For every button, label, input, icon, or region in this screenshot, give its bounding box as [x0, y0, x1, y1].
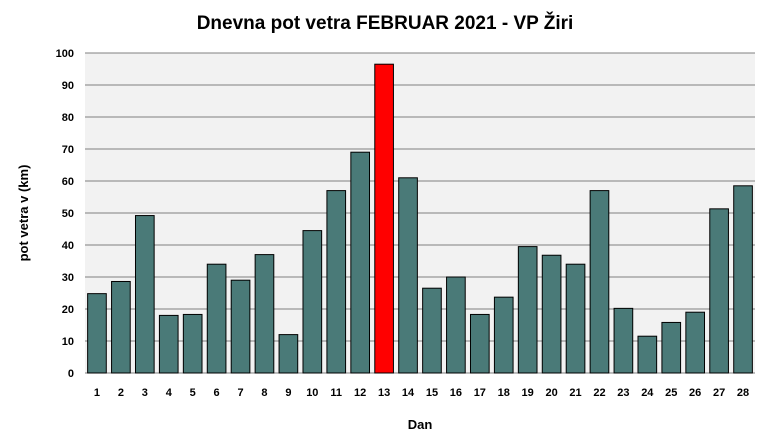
bar-day-12 — [350, 151, 371, 374]
bar-day-17 — [469, 313, 490, 374]
x-tick-label: 27 — [713, 387, 725, 399]
x-tick-label: 21 — [569, 387, 581, 399]
x-tick-label: 12 — [354, 387, 366, 399]
x-tick-label: 14 — [402, 387, 415, 399]
x-tick-label: 19 — [522, 387, 534, 399]
x-tick-label: 8 — [261, 387, 267, 399]
y-axis-label: pot vetra v (km) — [16, 165, 31, 262]
x-tick-label: 16 — [450, 387, 462, 399]
bar-day-7 — [230, 279, 251, 374]
x-tick-label: 1 — [94, 387, 100, 399]
bar-day-8 — [254, 254, 275, 374]
bar-day-1 — [87, 293, 107, 374]
bar-day-23 — [613, 307, 634, 374]
x-tick-label: 5 — [190, 387, 196, 399]
x-tick-label: 22 — [593, 387, 605, 399]
bar-day-27 — [709, 208, 729, 374]
bar-day-26 — [685, 311, 706, 374]
x-tick-label: 6 — [214, 387, 220, 399]
y-tick-label: 80 — [62, 112, 74, 124]
x-tick-label: 25 — [665, 387, 677, 399]
bars — [87, 63, 753, 374]
bar-day-16 — [446, 276, 466, 374]
x-tick-labels: 1 2 3 4 5 6 7 8 9 10 11 12 13 14 15 16 17 18 19 20 21 22 23 24 2… — [94, 387, 749, 399]
x-tick-label: 24 — [641, 387, 654, 399]
bar-day-10 — [302, 230, 323, 374]
x-tick-label: 13 — [378, 387, 390, 399]
gridlines — [85, 52, 755, 374]
y-tick-label: 20 — [62, 304, 74, 316]
bar-day-18 — [493, 296, 514, 374]
x-tick-label: 2 — [118, 387, 124, 399]
x-tick-label: 7 — [237, 387, 243, 399]
y-tick-label: 70 — [62, 144, 74, 156]
bar-day-11 — [326, 190, 347, 374]
x-tick-label: 10 — [306, 387, 318, 399]
x-tick-label: 9 — [285, 387, 291, 399]
x-tick-label: 20 — [545, 387, 557, 399]
y-tick-label: 30 — [62, 272, 74, 284]
bar-day-20 — [541, 254, 562, 374]
bar-day-28 — [733, 185, 753, 374]
x-tick-label: 23 — [617, 387, 629, 399]
bar-day-4 — [158, 314, 179, 374]
bar-day-15 — [422, 287, 442, 374]
chart-title: Dnevna pot vetra FEBRUAR 2021 - VP Žiri — [197, 12, 574, 34]
x-tick-label: 28 — [737, 387, 749, 399]
x-tick-label: 3 — [142, 387, 148, 399]
x-tick-label: 4 — [166, 387, 173, 399]
bar-day-22 — [589, 190, 610, 374]
bar-day-2 — [111, 280, 131, 374]
bar-day-24 — [637, 335, 658, 374]
bar-day-9 — [278, 334, 299, 374]
bar-day-25 — [661, 321, 682, 374]
x-axis-label: Dan — [408, 417, 433, 432]
y-tick-label: 10 — [62, 336, 74, 348]
x-tick-label: 15 — [426, 387, 438, 399]
bar-day-14 — [398, 177, 418, 374]
x-tick-label: 18 — [498, 387, 510, 399]
y-tick-label: 50 — [62, 208, 74, 220]
y-tick-label: 60 — [62, 176, 74, 188]
bar-day-3 — [134, 215, 155, 374]
bar-day-13 — [374, 63, 394, 374]
y-tick-label: 40 — [62, 240, 74, 252]
bar-day-19 — [517, 246, 538, 374]
y-tick-label: 100 — [56, 48, 74, 60]
bar-day-5 — [182, 313, 203, 374]
x-tick-label: 11 — [330, 387, 342, 399]
y-tick-labels: 0 10 20 30 40 50 60 70 80 90 100 — [56, 48, 74, 380]
bar-day-6 — [206, 263, 227, 374]
x-tick-label: 26 — [689, 387, 701, 399]
x-tick-label: 17 — [474, 387, 486, 399]
y-tick-label: 90 — [62, 80, 74, 92]
y-tick-label: 0 — [68, 368, 74, 380]
bar-day-21 — [565, 263, 586, 374]
